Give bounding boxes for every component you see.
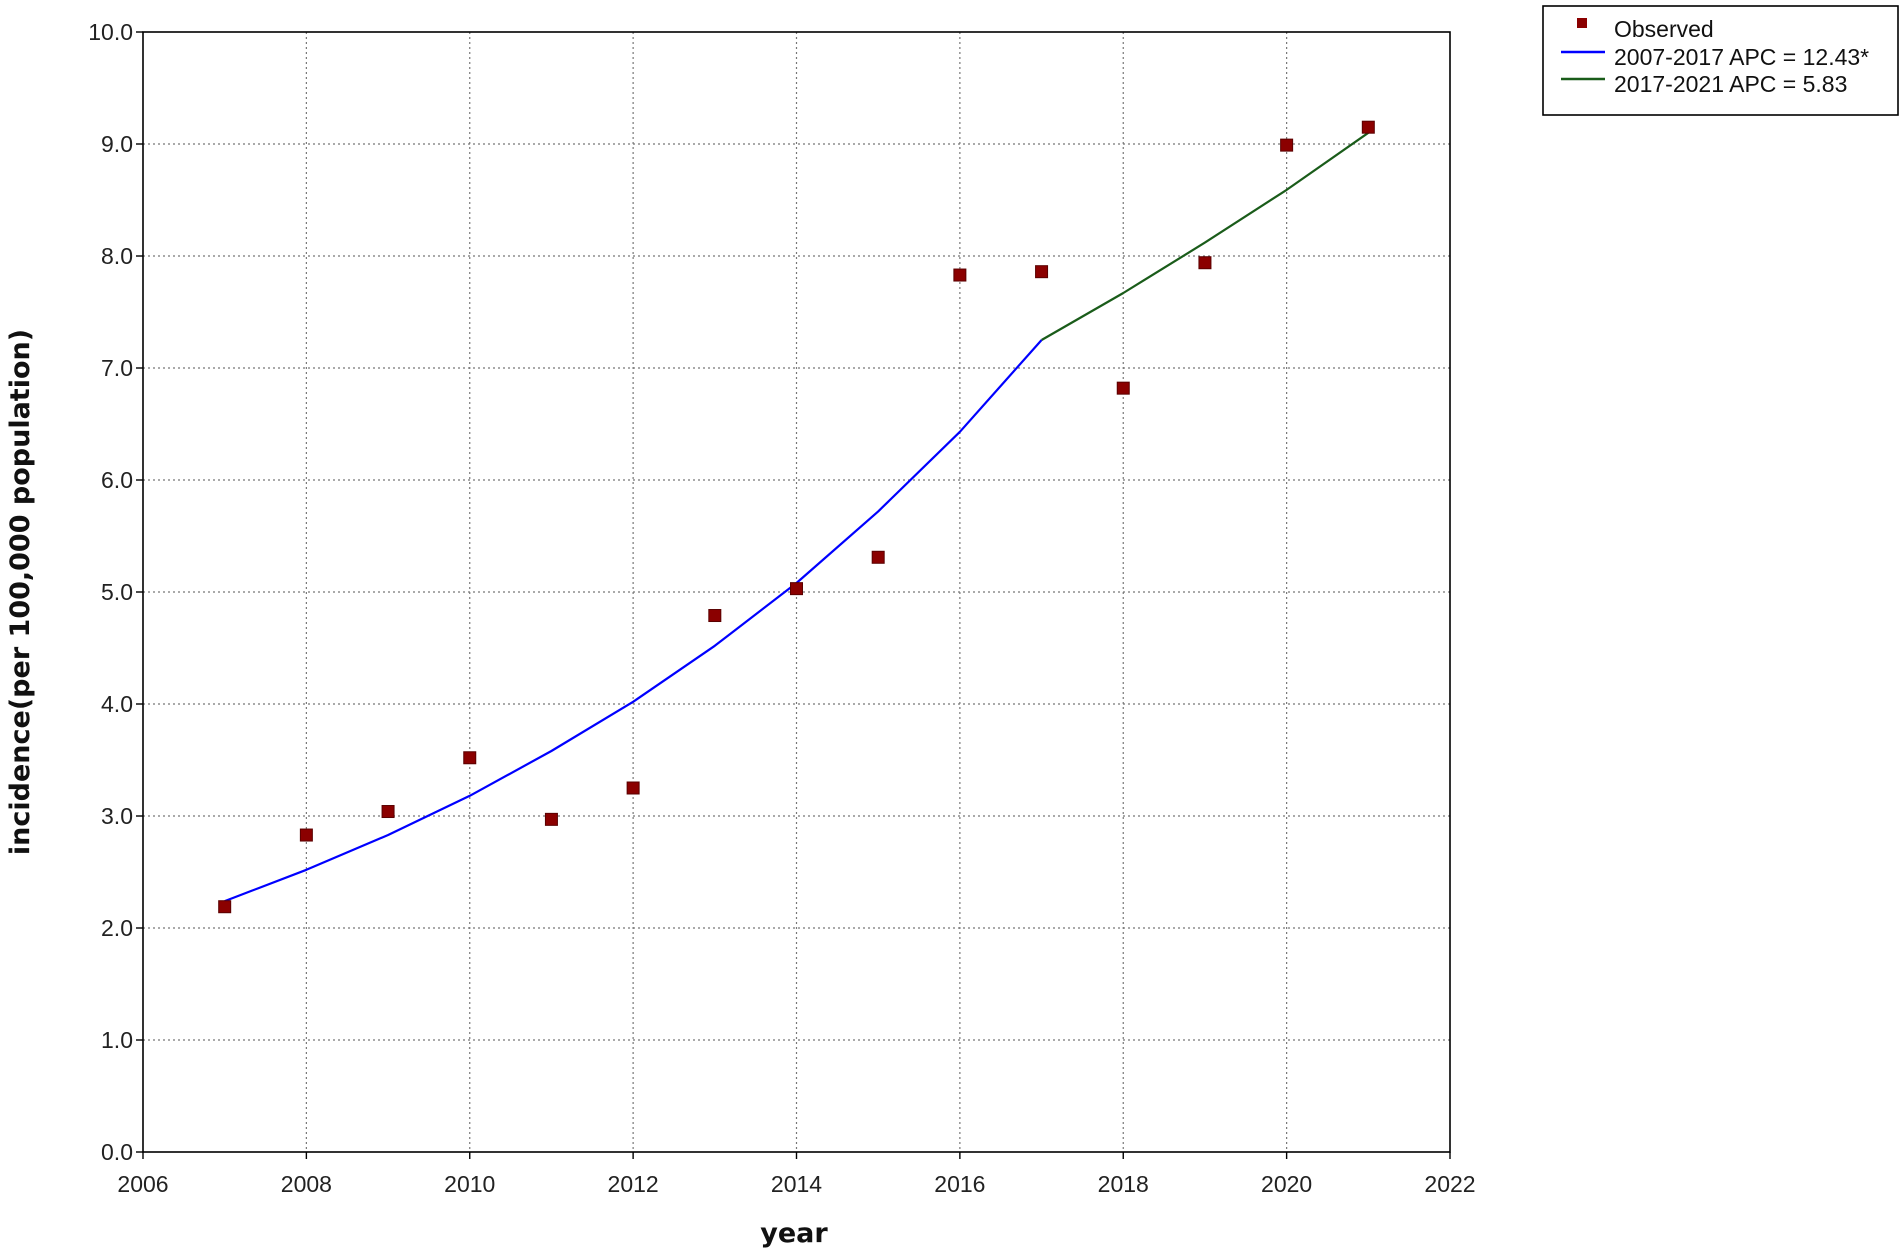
x-tick-label: 2014 xyxy=(771,1171,822,1197)
y-tick-label: 7.0 xyxy=(101,355,133,381)
legend-label-segment-1: 2007-2017 APC = 12.43* xyxy=(1614,44,1869,70)
y-tick-label: 8.0 xyxy=(101,243,133,269)
observed-point xyxy=(626,781,640,795)
y-tick-label: 2.0 xyxy=(101,915,133,941)
x-tick-label: 2012 xyxy=(608,1171,659,1197)
observed-point xyxy=(1035,265,1049,279)
x-tick-label: 2010 xyxy=(444,1171,495,1197)
y-tick-label: 5.0 xyxy=(101,579,133,605)
observed-point xyxy=(1361,120,1375,134)
y-tick-label: 4.0 xyxy=(101,691,133,717)
legend-label-observed: Observed xyxy=(1614,16,1714,42)
legend: Observed 2007-2017 APC = 12.43* 2017-202… xyxy=(1542,5,1899,116)
y-tick-label: 6.0 xyxy=(101,467,133,493)
observed-point xyxy=(1198,256,1212,270)
segment-line-1 xyxy=(224,339,1043,903)
y-tick-label: 1.0 xyxy=(101,1027,133,1053)
observed-point xyxy=(1280,138,1294,152)
x-axis-ticks: 2006 2008 2010 2012 2014 2016 2018 2020 2022 xyxy=(117,1152,1476,1197)
x-tick-label: 2006 xyxy=(117,1171,168,1197)
segment-line-2 xyxy=(1041,131,1369,341)
y-tick-label: 10.0 xyxy=(88,19,133,45)
legend-marker-observed xyxy=(1577,18,1587,28)
observed-point xyxy=(299,828,313,842)
y-axis-title: incidence(per 100,000 population) xyxy=(5,329,36,855)
observed-point xyxy=(790,582,803,596)
observed-point xyxy=(871,550,885,564)
observed-points xyxy=(218,120,1375,914)
y-tick-label: 0.0 xyxy=(101,1139,133,1165)
x-axis-title: year xyxy=(760,1218,828,1249)
y-tick-label: 9.0 xyxy=(101,131,133,157)
y-tick-label: 3.0 xyxy=(101,803,133,829)
observed-point xyxy=(463,751,477,765)
x-tick-label: 2022 xyxy=(1424,1171,1475,1197)
observed-point xyxy=(218,900,232,914)
x-tick-label: 2008 xyxy=(281,1171,332,1197)
y-axis-ticks: 0.0 1.0 2.0 3.0 4.0 5.0 6.0 7.0 8.0 9.0 10.0 xyxy=(88,19,143,1165)
observed-point xyxy=(953,268,967,282)
x-tick-label: 2020 xyxy=(1261,1171,1312,1197)
observed-point xyxy=(381,805,395,819)
regression-lines xyxy=(224,131,1369,903)
x-tick-label: 2018 xyxy=(1098,1171,1149,1197)
observed-point xyxy=(544,812,558,826)
legend-label-segment-2: 2017-2021 APC = 5.83 xyxy=(1614,71,1847,97)
legend-box xyxy=(1542,5,1899,116)
observed-point xyxy=(1116,381,1130,395)
observed-point xyxy=(708,609,722,623)
x-tick-label: 2016 xyxy=(934,1171,985,1197)
